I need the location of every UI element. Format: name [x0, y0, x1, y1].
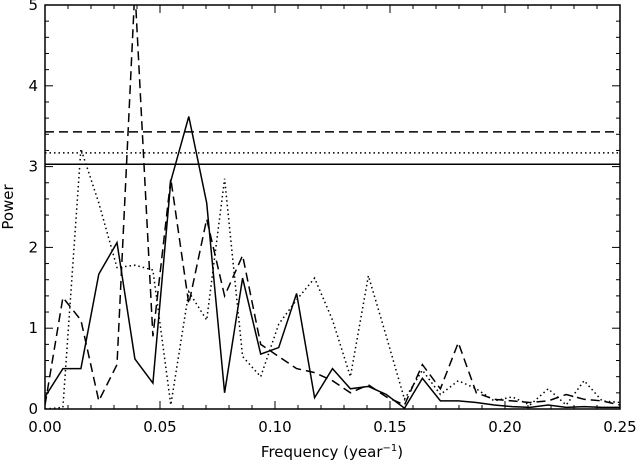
series-line-dashed [45, 5, 620, 406]
x-tick-label: 0.25 [603, 418, 636, 436]
x-tick-label: 0.20 [488, 418, 521, 436]
x-tick-label: 0.10 [258, 418, 291, 436]
x-axis-title: Frequency (year−1) [261, 443, 403, 461]
y-axis: 0 1 2 3 4 5 [28, 0, 620, 418]
threshold-layer [45, 131, 620, 165]
y-tick-label: 0 [28, 400, 38, 418]
y-tick-label: 3 [28, 158, 38, 176]
y-tick-label: 4 [28, 77, 38, 95]
y-tick-label: 5 [28, 0, 38, 14]
plot-frame [44, 4, 621, 410]
y-axis-title: Power [0, 183, 17, 229]
series-layer [45, 5, 620, 409]
x-tick-label: 0.05 [143, 418, 176, 436]
x-tick-label: 0.15 [373, 418, 406, 436]
x-tick-label: 0.00 [28, 418, 61, 436]
y-tick-label: 2 [28, 238, 38, 256]
y-tick-label: 1 [28, 319, 38, 337]
x-axis: 0.00 0.05 0.10 0.15 0.20 0.25 [28, 5, 637, 436]
series-line-solid [45, 116, 620, 409]
